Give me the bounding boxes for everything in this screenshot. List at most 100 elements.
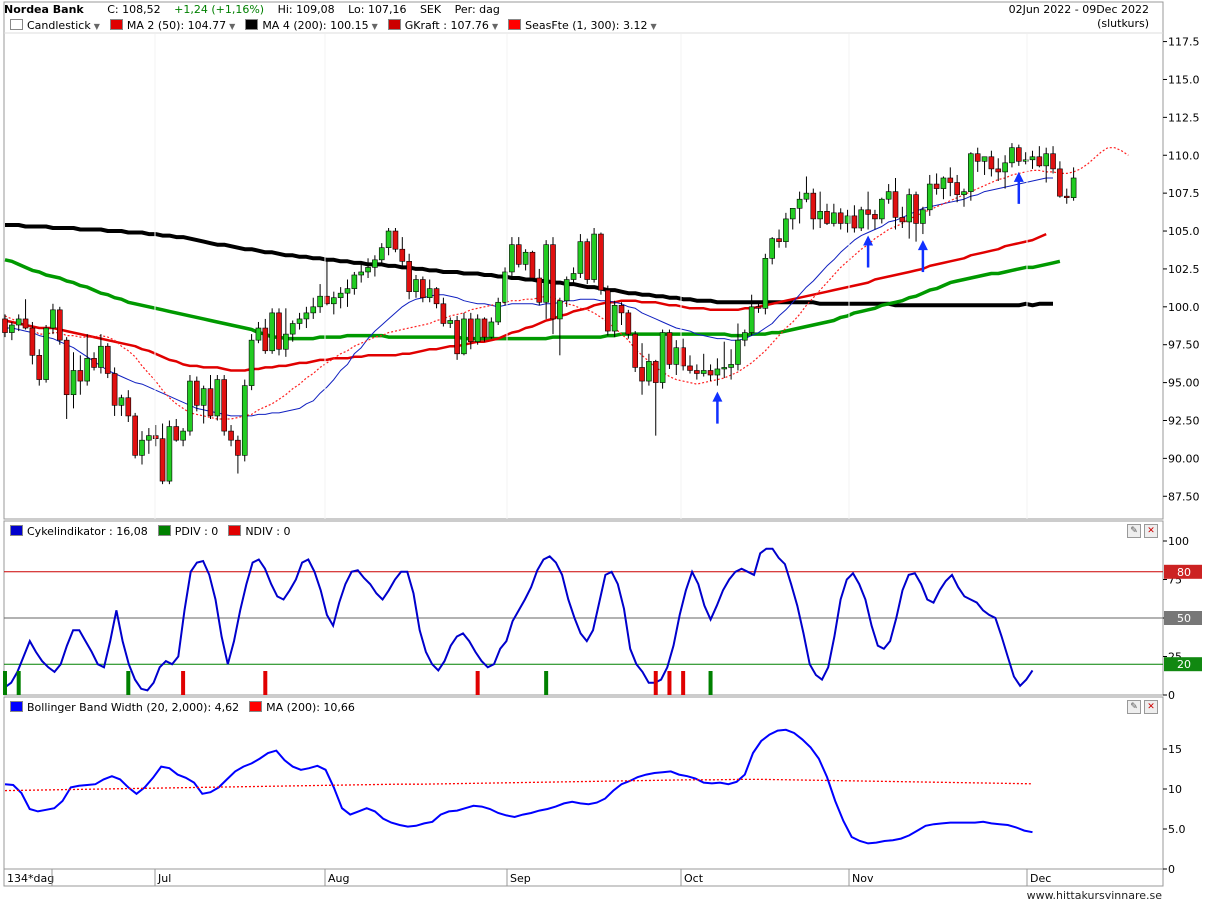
candle-up (762, 258, 769, 309)
ma50-line (4, 232, 1047, 372)
candle-down (625, 312, 632, 335)
date-range-text: 02Jun 2022 - 09Dec 2022 (1008, 3, 1149, 16)
candle-down (550, 244, 556, 320)
legend-label: NDIV : 0 (245, 525, 291, 538)
y-tick-label: 102.5 (1168, 263, 1200, 276)
buy-signal-arrow-icon (917, 240, 928, 251)
candle-up (502, 271, 508, 303)
candle-down (207, 388, 214, 417)
candle-up (961, 191, 967, 195)
legend-item[interactable]: Candlestick ▼ (10, 19, 100, 32)
candle-up (495, 301, 502, 323)
chevron-down-icon[interactable]: ▼ (229, 22, 236, 31)
candle-up (1009, 147, 1015, 164)
legend-swatch (109, 19, 123, 30)
candle-up (741, 332, 748, 341)
x-axis-frame (3, 868, 1164, 887)
legend-item[interactable]: NDIV : 0 (228, 525, 290, 538)
candle-down (324, 295, 330, 305)
candle-up (84, 358, 90, 382)
candle-up (187, 380, 193, 432)
candle-up (1029, 156, 1036, 161)
candle-down (440, 303, 447, 324)
candle-up (673, 347, 680, 365)
legend-item[interactable]: SeasFte (1, 300): 3.12 ▼ (508, 19, 657, 32)
candle-down (851, 215, 858, 229)
candle-down (399, 248, 406, 262)
site-footer[interactable]: www.hittakursvinnare.se (1026, 889, 1162, 902)
candle-up (139, 439, 145, 456)
ndiv-bar (475, 671, 480, 695)
candle-up (906, 194, 913, 223)
chevron-down-icon[interactable]: ▼ (371, 22, 378, 31)
legend-item[interactable]: MA 2 (50): 104.77 ▼ (109, 19, 236, 32)
candle-down (837, 212, 844, 224)
pane-close-icon[interactable]: ✕ (1144, 700, 1158, 714)
candle-up (748, 306, 755, 333)
candle-down (420, 279, 426, 299)
legend-label: PDIV : 0 (174, 525, 219, 538)
chevron-down-icon[interactable]: ▼ (650, 22, 657, 31)
candle-up (310, 306, 317, 314)
candle-down (1050, 153, 1056, 170)
legend-swatch (387, 19, 401, 30)
legend-swatch (508, 19, 522, 30)
chevron-down-icon[interactable]: ▼ (491, 22, 499, 31)
legend-item[interactable]: MA 4 (200): 100.15 ▼ (245, 19, 378, 32)
candle-down (262, 327, 269, 352)
legend-item[interactable]: Cykelindikator : 16,08 (10, 525, 148, 538)
candle-up (358, 271, 365, 276)
x-month-label: Nov (852, 872, 874, 885)
pdiv-bar (544, 671, 549, 695)
chevron-down-icon[interactable]: ▼ (93, 22, 100, 31)
candle-down (276, 312, 282, 350)
candle-up (1022, 159, 1029, 162)
legend-item[interactable]: Bollinger Band Width (20, 2,000): 4,62 (10, 701, 239, 714)
candle-up (351, 274, 358, 289)
legend-label: Candlestick (27, 19, 91, 32)
candle-down (63, 339, 70, 396)
pane-settings-icon[interactable]: ✎ (1127, 524, 1141, 538)
x-axis-first-label: 134*dag (7, 872, 54, 885)
legend-item[interactable]: PDIV : 0 (157, 525, 219, 538)
candle-up (714, 368, 721, 376)
candle-up (413, 279, 419, 292)
y-tick-label: 117.5 (1168, 36, 1200, 49)
legend-item[interactable]: GKraft : 107.76 ▼ (387, 19, 499, 32)
candle-up (488, 321, 495, 338)
candle-up (98, 345, 104, 368)
pane-close-icon[interactable]: ✕ (1144, 524, 1158, 538)
y-tick-label: 87.50 (1168, 490, 1200, 503)
y-tick-label: 15 (1168, 743, 1182, 756)
candle-down (954, 182, 960, 195)
candle-up (885, 191, 892, 200)
candle-up (1002, 162, 1008, 173)
candle-down (974, 153, 981, 162)
candle-down (56, 309, 63, 341)
candle-down (529, 251, 536, 279)
candle-up (330, 297, 337, 305)
candle-up (659, 332, 666, 383)
candle-up (968, 153, 974, 192)
candle-down (194, 380, 200, 406)
buy-signal-arrow-icon (1013, 171, 1024, 182)
candle-down (666, 332, 673, 365)
legend-swatch (10, 701, 23, 712)
legend-item[interactable]: MA (200): 10,66 (249, 701, 355, 714)
candle-down (824, 211, 830, 224)
buy-signal-arrow-icon (863, 235, 874, 246)
candle-up (200, 388, 207, 406)
main-pane-frame (3, 1, 1164, 520)
candle-up (522, 251, 529, 265)
candle-up (378, 247, 385, 261)
y-tick-label: 90.00 (1168, 452, 1200, 465)
candle-up (146, 435, 152, 441)
candle-down (1015, 147, 1022, 162)
y-tick-label: 95.00 (1168, 377, 1200, 390)
pane-settings-icon[interactable]: ✎ (1127, 700, 1141, 714)
price-change: +1,24 (+1,16%) (174, 3, 265, 16)
candle-down (536, 277, 543, 303)
instrument-name: Nordea Bank (4, 3, 84, 16)
candle-up (858, 209, 865, 229)
candle-down (111, 373, 118, 406)
